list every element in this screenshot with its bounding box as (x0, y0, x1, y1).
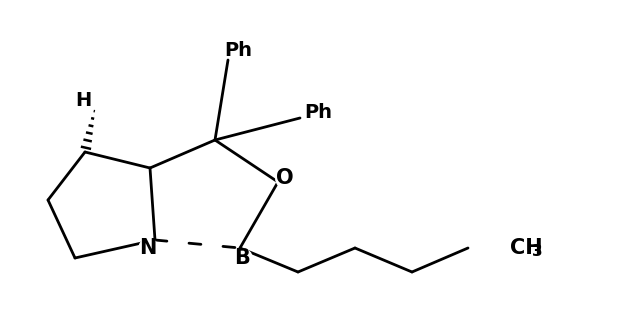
Text: 3: 3 (532, 244, 543, 259)
Text: Ph: Ph (304, 103, 332, 122)
Text: O: O (276, 168, 294, 188)
Text: N: N (140, 238, 157, 258)
Text: Ph: Ph (224, 40, 252, 59)
Text: H: H (75, 91, 91, 109)
Text: CH: CH (510, 238, 543, 258)
Text: B: B (234, 248, 250, 268)
